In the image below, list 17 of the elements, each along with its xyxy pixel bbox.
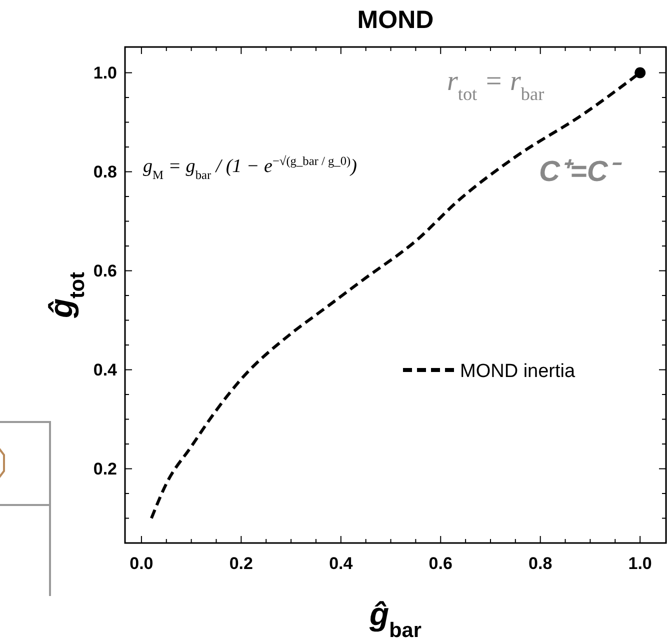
x-tick-label: 0.4: [329, 554, 354, 573]
x-tick-label: 1.0: [628, 554, 652, 573]
y-tick-label: 0.4: [93, 360, 118, 380]
annotation: C⁺=C⁻: [539, 156, 622, 188]
x-tick-label: 0.2: [229, 554, 253, 573]
x-tick-label: 0.0: [130, 554, 154, 573]
x-axis-title: ĝ$_{bar}$: [368, 596, 422, 639]
annotation: g$_{M}$ = g$_{bar}$ / (1 − e$^{−√(g_bar / g_0)}$): [143, 154, 357, 182]
y-tick-label: 0.8: [93, 162, 117, 182]
y-tick-label: 0.6: [93, 262, 117, 281]
legend-label: MOND inertia: [460, 361, 576, 382]
annotation: r$_{tot}$ = r$_{bar}$: [447, 66, 544, 104]
y-tick-label: 0.2: [93, 460, 117, 479]
x-tick-label: 0.6: [428, 554, 452, 573]
chart-title: MOND: [357, 6, 434, 34]
y-tick-label: 1.0: [93, 64, 117, 83]
x-tick-label: 0.8: [528, 554, 552, 573]
